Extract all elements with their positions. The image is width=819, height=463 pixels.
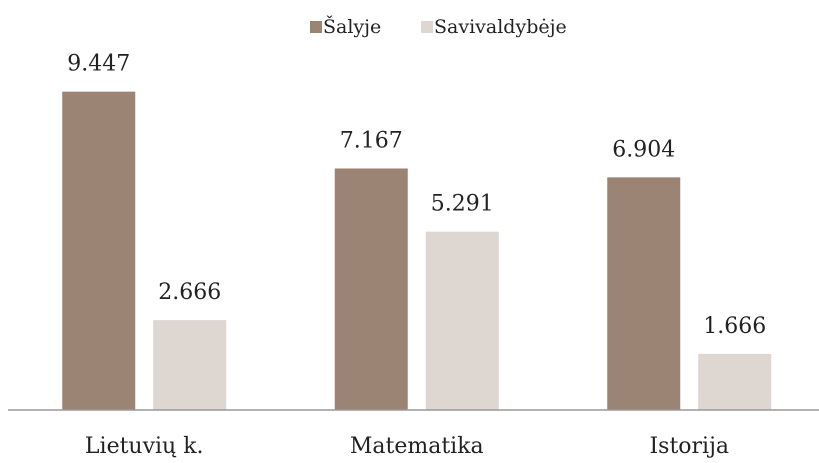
bar [62, 91, 136, 410]
bar [425, 231, 499, 410]
value-label: 7.167 [340, 128, 403, 153]
bar [698, 353, 772, 410]
x-tick-label: Istorija [649, 434, 729, 459]
legend-swatch [421, 21, 433, 33]
legend-label: Šalyje [323, 15, 381, 38]
value-label: 2.666 [158, 280, 221, 305]
value-label: 6.904 [612, 137, 675, 162]
value-label: 5.291 [431, 192, 494, 217]
bar [334, 168, 408, 410]
bar [153, 320, 227, 410]
bar [607, 177, 681, 410]
x-tick-label: Matematika [350, 434, 484, 459]
legend-swatch [310, 21, 322, 33]
x-tick-label: Lietuvių k. [85, 434, 204, 459]
value-label: 9.447 [67, 52, 130, 77]
legend-label: Savivaldybėje [434, 16, 567, 38]
value-label: 1.666 [703, 314, 766, 339]
